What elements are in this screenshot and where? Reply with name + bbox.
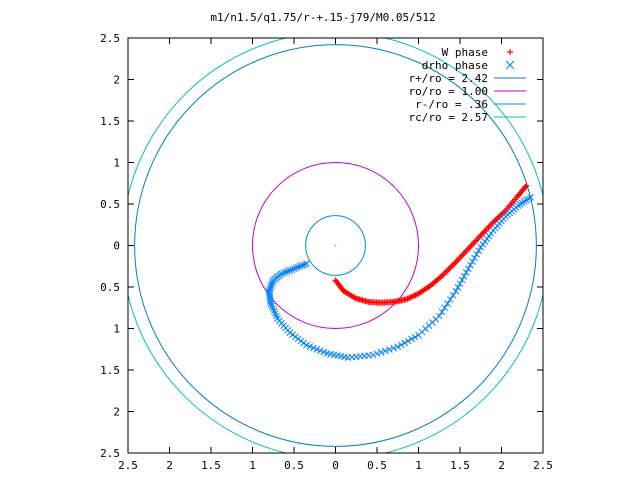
y-tick-label: 2.5 bbox=[100, 447, 120, 460]
center-dot bbox=[334, 244, 337, 247]
drho-phase-point bbox=[401, 339, 409, 347]
drho-phase-point bbox=[268, 280, 276, 288]
drho-phase-point bbox=[454, 284, 462, 291]
drho-phase-point bbox=[286, 267, 294, 274]
drho-phase-point bbox=[444, 300, 451, 307]
x-tick-label: 1.5 bbox=[201, 459, 221, 472]
drho-phase-point bbox=[290, 265, 298, 273]
drho-phase-point bbox=[267, 282, 275, 290]
drho-phase-point bbox=[397, 341, 405, 349]
drho-phase-point bbox=[267, 298, 274, 305]
reference-circle bbox=[305, 215, 366, 276]
drho-phase-point bbox=[280, 269, 287, 277]
drho-phase-point bbox=[298, 262, 306, 269]
x-tick-label: 0.5 bbox=[284, 459, 304, 472]
legend-label: drho phase bbox=[422, 59, 488, 72]
drho-phase-point bbox=[301, 261, 308, 268]
legend-label: W phase bbox=[442, 46, 488, 59]
y-tick-label: 1 bbox=[113, 157, 120, 170]
drho-phase-point bbox=[310, 344, 317, 352]
drho-phase-point bbox=[316, 347, 324, 354]
drho-phase-point bbox=[269, 278, 276, 286]
drho-phase-point bbox=[394, 343, 402, 351]
drho-phase-point bbox=[446, 296, 454, 303]
drho-phase-point bbox=[435, 312, 443, 320]
x-tick-label: 2 bbox=[498, 459, 505, 472]
drho-phase-point bbox=[438, 308, 446, 316]
y-tick-label: 0.5 bbox=[100, 281, 120, 294]
drho-phase-point bbox=[527, 194, 534, 201]
y-tick-label: 1.5 bbox=[100, 115, 120, 128]
drho-phase-point bbox=[408, 335, 415, 343]
tick-layer: 2.5 2 1.5 1 0.5 0 0.5 1 1.5 2 2.52.521.510.500.511… bbox=[100, 32, 553, 472]
drho-phase-point bbox=[282, 268, 290, 276]
drho-phase-point bbox=[381, 347, 389, 355]
x-tick-label: 2 bbox=[166, 459, 173, 472]
drho-phase-point bbox=[292, 264, 300, 272]
drho-phase-point bbox=[460, 272, 468, 280]
drho-phase-point bbox=[373, 350, 381, 358]
chart-title: m1/n1.5/q1.75/r-+.15-j79/M0.05/512 bbox=[210, 11, 435, 24]
x-tick-label: 1 bbox=[249, 459, 256, 472]
y-tick-label: 2.5 bbox=[100, 32, 120, 45]
drho-phase-point bbox=[303, 260, 310, 268]
legend-label: r-/ro = .36 bbox=[415, 98, 488, 111]
drho-phase-point bbox=[467, 261, 474, 269]
x-tick-label: 1.5 bbox=[450, 459, 470, 472]
drho-phase-point bbox=[377, 348, 385, 356]
reference-circle bbox=[252, 162, 419, 329]
drho-phase-point bbox=[313, 345, 321, 353]
circle-layer bbox=[128, 38, 543, 453]
drho-phase-point bbox=[369, 351, 377, 359]
drho-phase-point bbox=[386, 346, 393, 353]
drho-phase-point bbox=[294, 263, 302, 271]
drho-phase-point bbox=[320, 348, 328, 356]
drho-phase-point bbox=[462, 269, 470, 276]
y-tick-label: 2 bbox=[113, 74, 120, 87]
drho-phase-point bbox=[288, 266, 296, 273]
x-tick-label: 2.5 bbox=[533, 459, 553, 472]
drho-phase-point bbox=[269, 277, 277, 284]
y-tick-label: 0.5 bbox=[100, 198, 120, 211]
x-tick-label: 2.5 bbox=[118, 459, 138, 472]
w-phase-point bbox=[522, 183, 529, 190]
drho-phase-point bbox=[464, 265, 472, 273]
drho-phase-point bbox=[449, 291, 457, 299]
drho-phase-point bbox=[404, 337, 412, 345]
y-tick-label: 1 bbox=[113, 323, 120, 336]
points-layer bbox=[265, 182, 534, 361]
x-tick-label: 1 bbox=[415, 459, 422, 472]
drho-phase-point bbox=[458, 276, 466, 284]
y-tick-label: 2 bbox=[113, 406, 120, 419]
legend-label: ro/ro = 1.00 bbox=[409, 85, 488, 98]
drho-phase-point bbox=[469, 258, 476, 265]
drho-phase-point bbox=[267, 284, 274, 291]
drho-phase-point bbox=[475, 247, 483, 255]
legend-label: r+/ro = 2.42 bbox=[409, 72, 488, 85]
drho-phase-point bbox=[306, 343, 314, 350]
drho-phase-point bbox=[441, 304, 449, 312]
legend-marker bbox=[505, 60, 515, 70]
drho-phase-point bbox=[473, 250, 480, 258]
reference-circle bbox=[134, 44, 537, 447]
drho-phase-point bbox=[284, 267, 292, 275]
drho-phase-point bbox=[471, 254, 478, 262]
drho-phase-point bbox=[456, 280, 464, 288]
drho-phase-point bbox=[296, 262, 304, 270]
y-tick-label: 0 bbox=[113, 240, 120, 253]
drho-phase-point bbox=[411, 333, 419, 341]
drho-phase-point bbox=[452, 287, 460, 295]
y-tick-label: 1.5 bbox=[100, 364, 120, 377]
x-tick-label: 0.5 bbox=[367, 459, 387, 472]
drho-phase-point bbox=[303, 341, 310, 349]
x-tick-label: 0 bbox=[332, 459, 339, 472]
w-phase-point bbox=[523, 182, 530, 189]
drho-phase-point bbox=[390, 344, 397, 352]
legend-label: rc/ro = 2.57 bbox=[409, 111, 488, 124]
